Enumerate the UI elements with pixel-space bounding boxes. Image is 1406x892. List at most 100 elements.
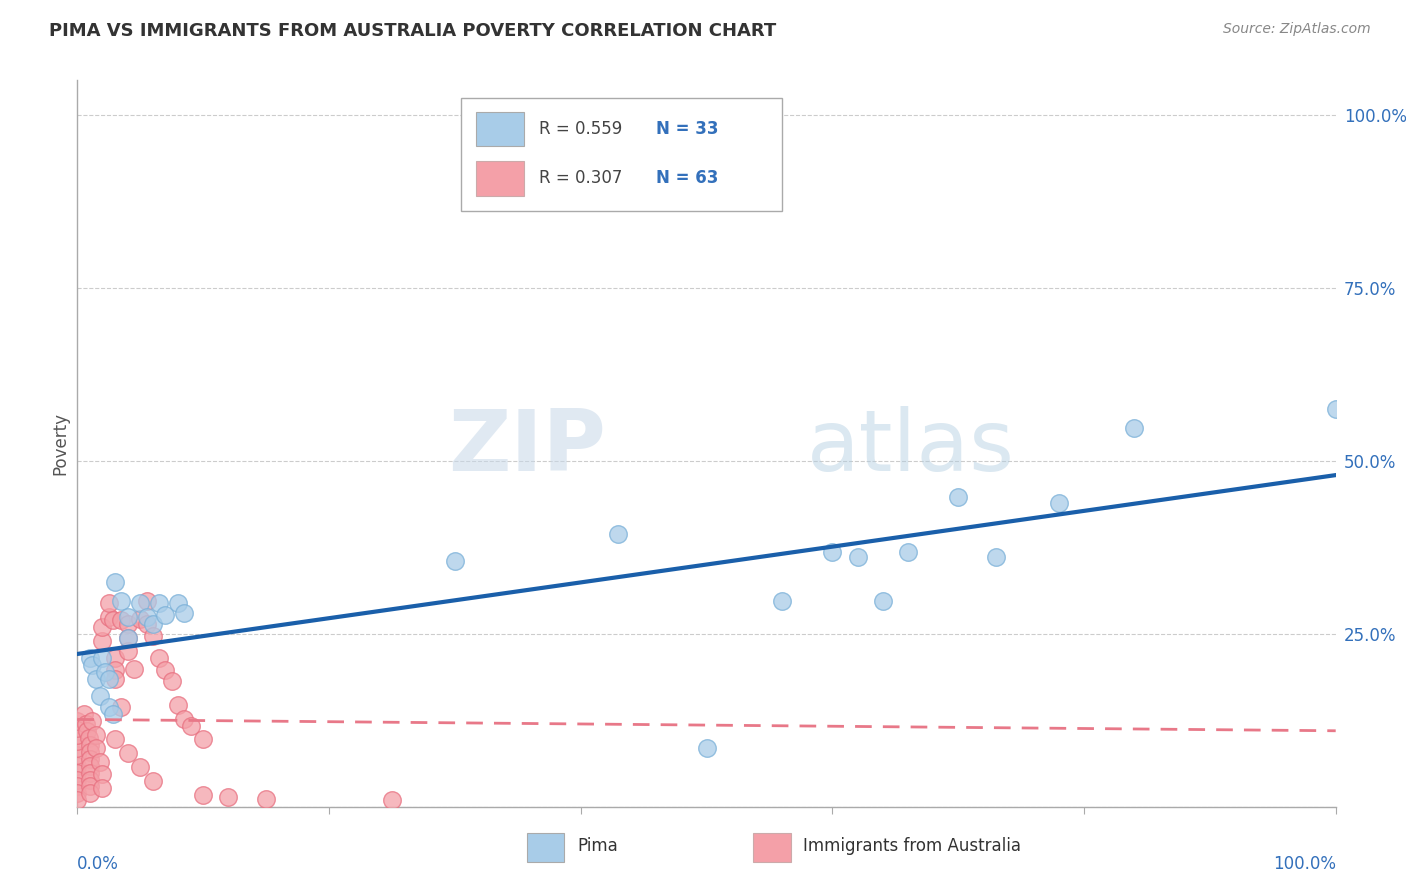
Point — [117, 610, 139, 624]
Text: 0.0%: 0.0% — [77, 855, 120, 872]
Point — [444, 554, 467, 568]
Point — [381, 793, 404, 807]
Point — [101, 613, 124, 627]
Point — [173, 607, 195, 621]
Point — [104, 651, 127, 665]
Point — [66, 721, 89, 735]
Point — [82, 658, 104, 673]
FancyBboxPatch shape — [527, 833, 564, 862]
Point — [1047, 495, 1070, 509]
Point — [97, 699, 120, 714]
Point — [104, 575, 127, 590]
Point — [117, 616, 139, 631]
Point — [129, 596, 152, 610]
Point — [135, 610, 157, 624]
Point — [66, 793, 89, 807]
Point — [101, 706, 124, 721]
Point — [91, 634, 114, 648]
Point — [79, 745, 101, 759]
Point — [104, 663, 127, 677]
Point — [84, 728, 107, 742]
Point — [66, 765, 89, 780]
Point — [142, 616, 165, 631]
Point — [110, 594, 132, 608]
Point — [217, 789, 239, 804]
Point — [84, 672, 107, 686]
Point — [66, 758, 89, 772]
Point — [897, 545, 920, 559]
Point — [135, 594, 157, 608]
Point — [160, 674, 183, 689]
Point — [821, 545, 844, 559]
Point — [191, 788, 215, 802]
Point — [173, 712, 195, 726]
Point — [155, 663, 177, 677]
Point — [254, 792, 277, 806]
Point — [75, 717, 97, 731]
Point — [66, 772, 89, 787]
Point — [948, 490, 970, 504]
Point — [135, 616, 157, 631]
Point — [77, 731, 100, 745]
Point — [97, 672, 120, 686]
Text: R = 0.307: R = 0.307 — [538, 169, 623, 187]
Point — [79, 758, 101, 772]
Point — [117, 644, 139, 658]
Point — [66, 714, 89, 728]
Point — [104, 732, 127, 747]
Point — [872, 594, 894, 608]
Point — [104, 672, 127, 686]
Y-axis label: Poverty: Poverty — [51, 412, 69, 475]
Point — [129, 760, 152, 774]
Point — [76, 724, 98, 739]
Text: Pima: Pima — [576, 837, 617, 855]
Text: Immigrants from Australia: Immigrants from Australia — [803, 837, 1021, 855]
Point — [79, 780, 101, 794]
Point — [167, 698, 190, 712]
Text: ZIP: ZIP — [449, 406, 606, 489]
FancyBboxPatch shape — [477, 161, 524, 196]
Point — [91, 780, 114, 795]
Point — [84, 741, 107, 756]
Text: N = 63: N = 63 — [657, 169, 718, 187]
Point — [91, 767, 114, 781]
Point — [79, 651, 101, 665]
Point — [94, 665, 117, 679]
Point — [79, 738, 101, 752]
Point — [129, 612, 152, 626]
Point — [110, 699, 132, 714]
Point — [117, 631, 139, 645]
Point — [1123, 421, 1146, 435]
Point — [66, 780, 89, 794]
Text: PIMA VS IMMIGRANTS FROM AUSTRALIA POVERTY CORRELATION CHART: PIMA VS IMMIGRANTS FROM AUSTRALIA POVERT… — [49, 22, 776, 40]
Point — [167, 596, 190, 610]
Point — [117, 746, 139, 760]
Text: atlas: atlas — [807, 406, 1015, 489]
Point — [79, 765, 101, 780]
Point — [79, 772, 101, 787]
Text: R = 0.559: R = 0.559 — [538, 120, 623, 138]
FancyBboxPatch shape — [754, 833, 790, 862]
Point — [846, 549, 869, 564]
Point — [117, 631, 139, 645]
Point — [89, 756, 111, 770]
Text: 100.0%: 100.0% — [1272, 855, 1336, 872]
Point — [607, 526, 630, 541]
Point — [696, 741, 718, 756]
FancyBboxPatch shape — [461, 98, 782, 211]
Point — [97, 596, 120, 610]
Point — [142, 629, 165, 643]
Point — [97, 610, 120, 624]
Point — [122, 662, 145, 676]
Point — [770, 594, 793, 608]
Point — [89, 690, 111, 704]
Point — [148, 596, 170, 610]
Point — [66, 728, 89, 742]
Point — [66, 734, 89, 748]
Point — [148, 651, 170, 665]
Text: Source: ZipAtlas.com: Source: ZipAtlas.com — [1223, 22, 1371, 37]
Point — [82, 714, 104, 728]
Point — [66, 748, 89, 763]
Text: N = 33: N = 33 — [657, 120, 718, 138]
Point — [155, 607, 177, 622]
